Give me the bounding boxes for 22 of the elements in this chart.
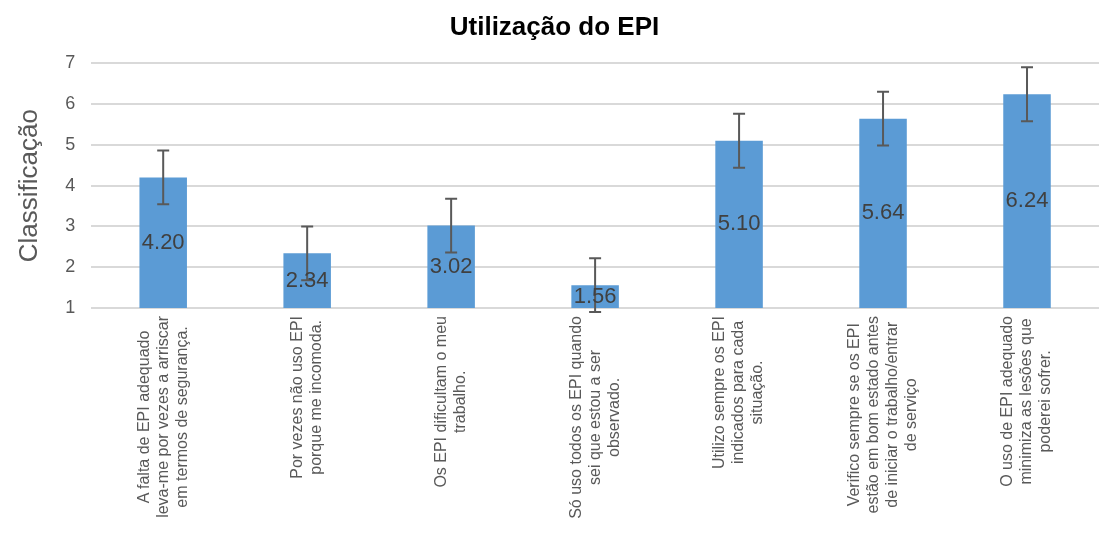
data-label: 2.34 — [285, 266, 329, 292]
y-tick-label: 2 — [65, 256, 76, 277]
data-label: 6.24 — [1005, 187, 1049, 213]
x-tick-label: Verifico sempre se os EPI estão em bom estado antes de iniciar o trabalho/entrar de serviço — [844, 316, 919, 514]
x-tick-label: O uso de EPI adequado minimiza as lesões que poderei sofrer. — [998, 315, 1054, 487]
x-tick-label: Por vezes não uso EPI porque me incomoda. — [288, 316, 325, 479]
data-label: 3.02 — [429, 252, 473, 278]
y-tick-label: 1 — [65, 296, 76, 317]
y-tick-label: 7 — [65, 52, 76, 73]
x-tick-label: A falta de EPI adequado leva-me por vezes a arriscar em termos de segurança. — [134, 315, 190, 518]
y-tick-label: 6 — [65, 92, 76, 113]
data-label: 5.64 — [861, 199, 905, 225]
y-tick-label: 4 — [65, 174, 76, 195]
x-tick-label: Só uso todos os EPI quando sei que estou a ser observado. — [566, 315, 622, 519]
chart-title: Utilização do EPI — [449, 10, 660, 41]
data-label: 4.20 — [141, 228, 185, 254]
y-tick-label: 3 — [65, 215, 76, 236]
x-tick-label: Os EPI dificultam o meu trabalho. — [432, 316, 469, 488]
x-tick-label: Utilizo sempre os EPI indicados para cada situação. — [710, 316, 766, 469]
data-label: 5.10 — [717, 210, 761, 236]
y-tick-label: 5 — [65, 133, 76, 154]
y-axis-title: Classificação — [12, 109, 43, 263]
